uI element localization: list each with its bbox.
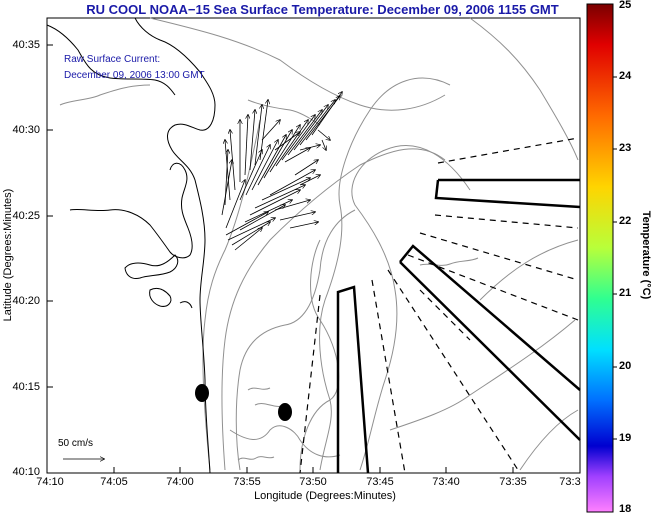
x-tick-label: 73:40 xyxy=(432,476,460,488)
x-tick-label: 74:00 xyxy=(166,476,194,488)
tick-marks xyxy=(47,44,514,473)
x-tick-label: 74:10 xyxy=(36,476,64,488)
colorbar-label: Temperature (°C) xyxy=(640,210,651,300)
x-tick-label: 73:55 xyxy=(233,476,261,488)
bathymetry-contours xyxy=(59,17,579,471)
colorbar-tick: 21 xyxy=(619,287,632,299)
colorbar-tick: 19 xyxy=(619,432,632,444)
x-tick-label: 73:45 xyxy=(366,476,394,488)
x-tick-label: 73:35 xyxy=(499,476,527,488)
x-tick-label: 73:3 xyxy=(559,476,581,488)
colorbar-tick: 24 xyxy=(619,70,632,82)
x-tick-label: 73:50 xyxy=(299,476,327,488)
colorbar xyxy=(586,3,614,513)
legend-line-1: Raw Surface Current: xyxy=(64,54,161,65)
colorbar-tick: 22 xyxy=(619,215,632,227)
feature-dot xyxy=(278,403,292,421)
y-tick-label: 40:15 xyxy=(12,381,40,393)
radar-beams xyxy=(336,178,581,474)
colorbar-tick: 23 xyxy=(619,142,632,154)
colorbar-tick: 20 xyxy=(619,360,632,372)
y-tick-label: 40:10 xyxy=(12,466,40,478)
coastline xyxy=(46,17,216,474)
map-title: RU COOL NOAA−15 Sea Surface Temperature:… xyxy=(86,2,559,17)
colorbar-tick: 18 xyxy=(619,503,632,515)
colorbar-tick: 25 xyxy=(619,0,632,11)
legend-line-2: December 09, 2006 13:00 GMT xyxy=(64,70,205,81)
feature-dot xyxy=(195,384,209,402)
y-tick-label: 40:30 xyxy=(12,124,40,136)
y-tick-label: 40:35 xyxy=(12,39,40,51)
y-axis-label: Latitude (Degrees:Minutes) xyxy=(2,188,14,322)
current-vectors xyxy=(221,92,342,251)
y-tick-label: 40:20 xyxy=(12,295,40,307)
radar-dashes xyxy=(299,137,579,474)
plot-frame xyxy=(46,17,581,474)
x-axis-label: Longitude (Degrees:Minutes) xyxy=(254,490,396,502)
scale-label: 50 cm/s xyxy=(58,438,94,449)
y-tick-label: 40:25 xyxy=(12,210,40,222)
x-tick-label: 74:05 xyxy=(100,476,128,488)
